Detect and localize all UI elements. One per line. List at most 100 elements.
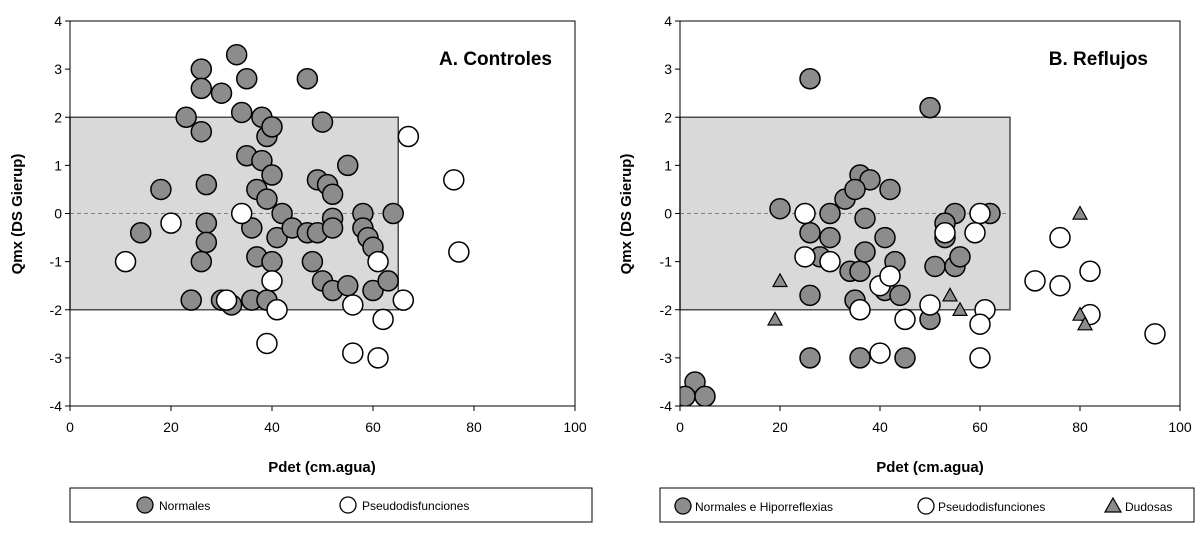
x-tick-label: 100 bbox=[1168, 419, 1192, 435]
data-point-filled bbox=[190, 250, 213, 273]
data-point-open bbox=[448, 241, 470, 263]
data-point-filled bbox=[819, 226, 841, 249]
data-point-open bbox=[114, 250, 137, 273]
y-tick-label: 0 bbox=[664, 206, 672, 222]
data-point-open bbox=[160, 212, 182, 234]
y-tick-label: 3 bbox=[54, 61, 62, 77]
plot-frame-b bbox=[679, 20, 1181, 407]
data-point-filled bbox=[337, 154, 359, 177]
data-point-filled bbox=[190, 120, 213, 143]
x-tick-label: 60 bbox=[972, 419, 988, 435]
data-point-open bbox=[1024, 270, 1046, 292]
data-point-filled bbox=[382, 202, 404, 225]
data-point-open bbox=[256, 332, 278, 355]
data-point-filled bbox=[874, 226, 896, 249]
data-point-filled bbox=[799, 222, 821, 244]
plot-frame-a bbox=[69, 20, 576, 407]
y-axis-title-b: Qmx (DS Gierup) bbox=[618, 154, 635, 275]
data-point-filled bbox=[321, 183, 344, 205]
data-point-filled bbox=[849, 260, 871, 282]
legend-label-normales-hiporreflexias: Normales e Hiporreflexias bbox=[695, 500, 833, 514]
legend-label-pseudodisfunciones-a: Pseudodisfunciones bbox=[362, 499, 469, 513]
data-point-filled bbox=[195, 212, 218, 234]
x-tick-label: 40 bbox=[264, 419, 280, 435]
y-tick-label: 1 bbox=[54, 157, 62, 173]
data-point-open bbox=[367, 250, 389, 273]
y-tick-label: -3 bbox=[50, 350, 63, 366]
x-tick-label: 20 bbox=[772, 419, 788, 435]
legend-a: Normales Pseudodisfunciones bbox=[69, 487, 593, 523]
data-point-open bbox=[969, 313, 991, 335]
data-point-dudosas bbox=[1071, 205, 1089, 220]
data-point-filled bbox=[129, 222, 152, 244]
data-point-filled bbox=[844, 178, 866, 201]
data-point-open bbox=[230, 202, 253, 225]
data-point-filled bbox=[879, 178, 901, 201]
data-point-filled bbox=[854, 241, 876, 263]
x-tick-label: 0 bbox=[676, 419, 684, 435]
y-tick-label: 2 bbox=[664, 109, 672, 125]
y-tick-label: -4 bbox=[660, 398, 673, 414]
data-point-dudosas bbox=[1071, 306, 1089, 321]
data-point-filled bbox=[849, 347, 871, 369]
data-point-filled bbox=[819, 202, 841, 225]
data-point-open bbox=[367, 347, 389, 369]
data-point-filled bbox=[894, 347, 916, 369]
data-point-filled bbox=[236, 68, 258, 90]
y-tick-label: -2 bbox=[660, 302, 673, 318]
data-point-filled bbox=[377, 270, 399, 292]
data-point-filled bbox=[256, 188, 278, 210]
y-tick-label: 3 bbox=[664, 61, 672, 77]
data-point-filled bbox=[230, 101, 253, 124]
data-point-open bbox=[794, 246, 816, 268]
x-tick-label: 80 bbox=[1072, 419, 1088, 435]
data-point-open bbox=[919, 294, 941, 316]
data-point-open bbox=[969, 347, 991, 369]
data-point-dudosas bbox=[1076, 315, 1094, 331]
data-point-open bbox=[342, 294, 364, 316]
data-point-filled bbox=[949, 246, 971, 268]
y-tick-label: 4 bbox=[664, 13, 672, 29]
data-point-filled bbox=[210, 82, 233, 104]
data-point-open bbox=[1079, 260, 1101, 282]
data-point-filled bbox=[311, 111, 334, 133]
panel-title-b: B. Reflujos bbox=[1049, 49, 1148, 70]
data-point-open bbox=[342, 342, 364, 364]
data-point-filled bbox=[261, 116, 283, 138]
y-tick-label: 4 bbox=[54, 13, 62, 29]
data-point-open bbox=[443, 169, 465, 191]
y-tick-label: -3 bbox=[660, 350, 673, 366]
x-axis-title-b: Pdet (cm.agua) bbox=[876, 459, 984, 476]
y-axis-ticks-a: 4 3 2 1 0 -1 -2 -3 -4 bbox=[50, 13, 70, 414]
x-axis-ticks-a: 0 20 40 60 80 100 bbox=[66, 406, 587, 435]
x-tick-label: 40 bbox=[872, 419, 888, 435]
data-point-filled bbox=[799, 347, 821, 369]
x-tick-label: 100 bbox=[563, 419, 587, 435]
data-point-filled bbox=[175, 106, 197, 128]
data-point-open bbox=[1144, 323, 1166, 345]
x-axis-title-a: Pdet (cm.agua) bbox=[268, 459, 376, 476]
data-point-dudosas bbox=[951, 301, 969, 316]
data-point-open bbox=[392, 289, 415, 311]
data-point-open bbox=[879, 265, 901, 287]
data-point-filled bbox=[854, 207, 876, 230]
data-point-filled bbox=[362, 279, 384, 302]
data-point-filled bbox=[190, 77, 213, 100]
data-point-filled bbox=[150, 178, 172, 201]
data-point-filled bbox=[195, 173, 218, 196]
data-point-filled bbox=[337, 274, 359, 297]
data-point-filled bbox=[261, 250, 283, 273]
data-point-open bbox=[1049, 274, 1071, 297]
y-axis-ticks-b: 4 3 2 1 0 -1 -2 -3 -4 bbox=[660, 13, 680, 414]
y-tick-label: -1 bbox=[50, 254, 63, 270]
data-point-filled bbox=[919, 96, 941, 119]
legend-marker-dudosas bbox=[1103, 496, 1123, 513]
data-point-open bbox=[266, 299, 288, 321]
data-point-open bbox=[1049, 226, 1071, 249]
data-point-filled bbox=[180, 289, 202, 311]
data-point-open bbox=[819, 250, 841, 273]
legend-marker-pseudodisfunciones-b bbox=[917, 497, 935, 515]
legend-label-normales: Normales bbox=[159, 499, 210, 513]
